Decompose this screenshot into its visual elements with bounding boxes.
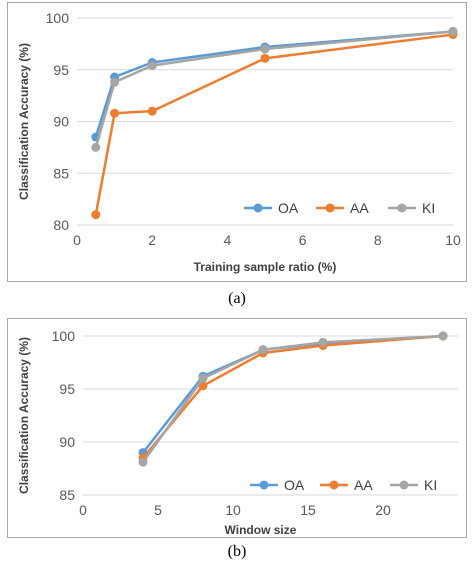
caption-a: (a) bbox=[228, 290, 246, 307]
legend-label-ki: KI bbox=[424, 477, 437, 493]
x-tick-label: 0 bbox=[79, 502, 87, 518]
data-point-ki bbox=[138, 457, 148, 467]
x-tick-label: 4 bbox=[224, 232, 232, 248]
legend-marker-ki bbox=[397, 203, 407, 213]
data-point-ki bbox=[318, 337, 328, 347]
legend-marker-ki bbox=[399, 480, 409, 490]
legend-label-oa: OA bbox=[278, 200, 299, 216]
x-tick-label: 8 bbox=[374, 232, 382, 248]
x-axis-title: Window size bbox=[225, 523, 297, 537]
legend-label-ki: KI bbox=[422, 200, 435, 216]
series-line-ki bbox=[94, 30, 454, 148]
data-point-ki bbox=[260, 44, 270, 54]
legend-marker-oa bbox=[253, 203, 263, 213]
legend-label-aa: AA bbox=[354, 477, 373, 493]
x-tick-label: 20 bbox=[375, 502, 391, 518]
y-tick-label: 100 bbox=[52, 328, 76, 344]
chart-panel-b: 85 90 95 100 0 5 10 15 20 Window size Classificati… bbox=[7, 318, 467, 538]
chart-a-svg: 80 85 90 95 100 0 2 4 6 8 10 Training sample ratio … bbox=[17, 10, 461, 274]
data-point-ki bbox=[438, 331, 448, 341]
y-tick-label: 85 bbox=[53, 165, 69, 181]
series-line-ki bbox=[141, 334, 444, 463]
y-tick-label: 90 bbox=[53, 114, 69, 130]
data-point-ki bbox=[147, 61, 157, 71]
legend-label-oa: OA bbox=[284, 477, 305, 493]
data-point-ki bbox=[448, 26, 458, 36]
legend-marker-oa bbox=[259, 480, 269, 490]
legend-label-aa: AA bbox=[350, 200, 369, 216]
y-axis-title: Classification Accuracy (%) bbox=[17, 43, 31, 200]
x-tick-label: 10 bbox=[225, 502, 241, 518]
y-tick-label: 80 bbox=[53, 217, 69, 233]
chart-panel-a: 80 85 90 95 100 0 2 4 6 8 10 Training sample ratio … bbox=[7, 2, 467, 282]
data-point-ki bbox=[198, 373, 208, 383]
data-point-aa bbox=[147, 106, 157, 116]
caption-b: (b) bbox=[227, 543, 247, 560]
legend-marker-aa bbox=[325, 203, 335, 213]
y-tick-label: 95 bbox=[59, 381, 75, 397]
series-line-oa bbox=[142, 334, 444, 454]
x-axis-title: Training sample ratio (%) bbox=[194, 260, 337, 274]
data-point-aa bbox=[260, 53, 270, 63]
data-point-aa bbox=[91, 210, 101, 220]
x-tick-label: 0 bbox=[73, 232, 81, 248]
legend-marker-aa bbox=[329, 480, 339, 490]
data-point-aa bbox=[110, 108, 120, 118]
y-tick-label: 100 bbox=[46, 10, 70, 26]
data-point-ki bbox=[91, 142, 101, 152]
x-tick-label: 15 bbox=[300, 502, 316, 518]
data-point-ki bbox=[258, 345, 268, 355]
y-tick-label: 95 bbox=[53, 62, 69, 78]
y-tick-label: 90 bbox=[59, 434, 75, 450]
x-tick-label: 6 bbox=[299, 232, 307, 248]
x-tick-label: 5 bbox=[154, 502, 162, 518]
x-tick-label: 2 bbox=[148, 232, 156, 248]
y-axis-title: Classification Accuracy (%) bbox=[17, 337, 31, 494]
chart-b-svg: 85 90 95 100 0 5 10 15 20 Window size Classificati… bbox=[17, 328, 458, 537]
x-tick-label: 10 bbox=[445, 232, 461, 248]
y-tick-label: 85 bbox=[59, 487, 75, 503]
data-point-ki bbox=[110, 77, 120, 87]
